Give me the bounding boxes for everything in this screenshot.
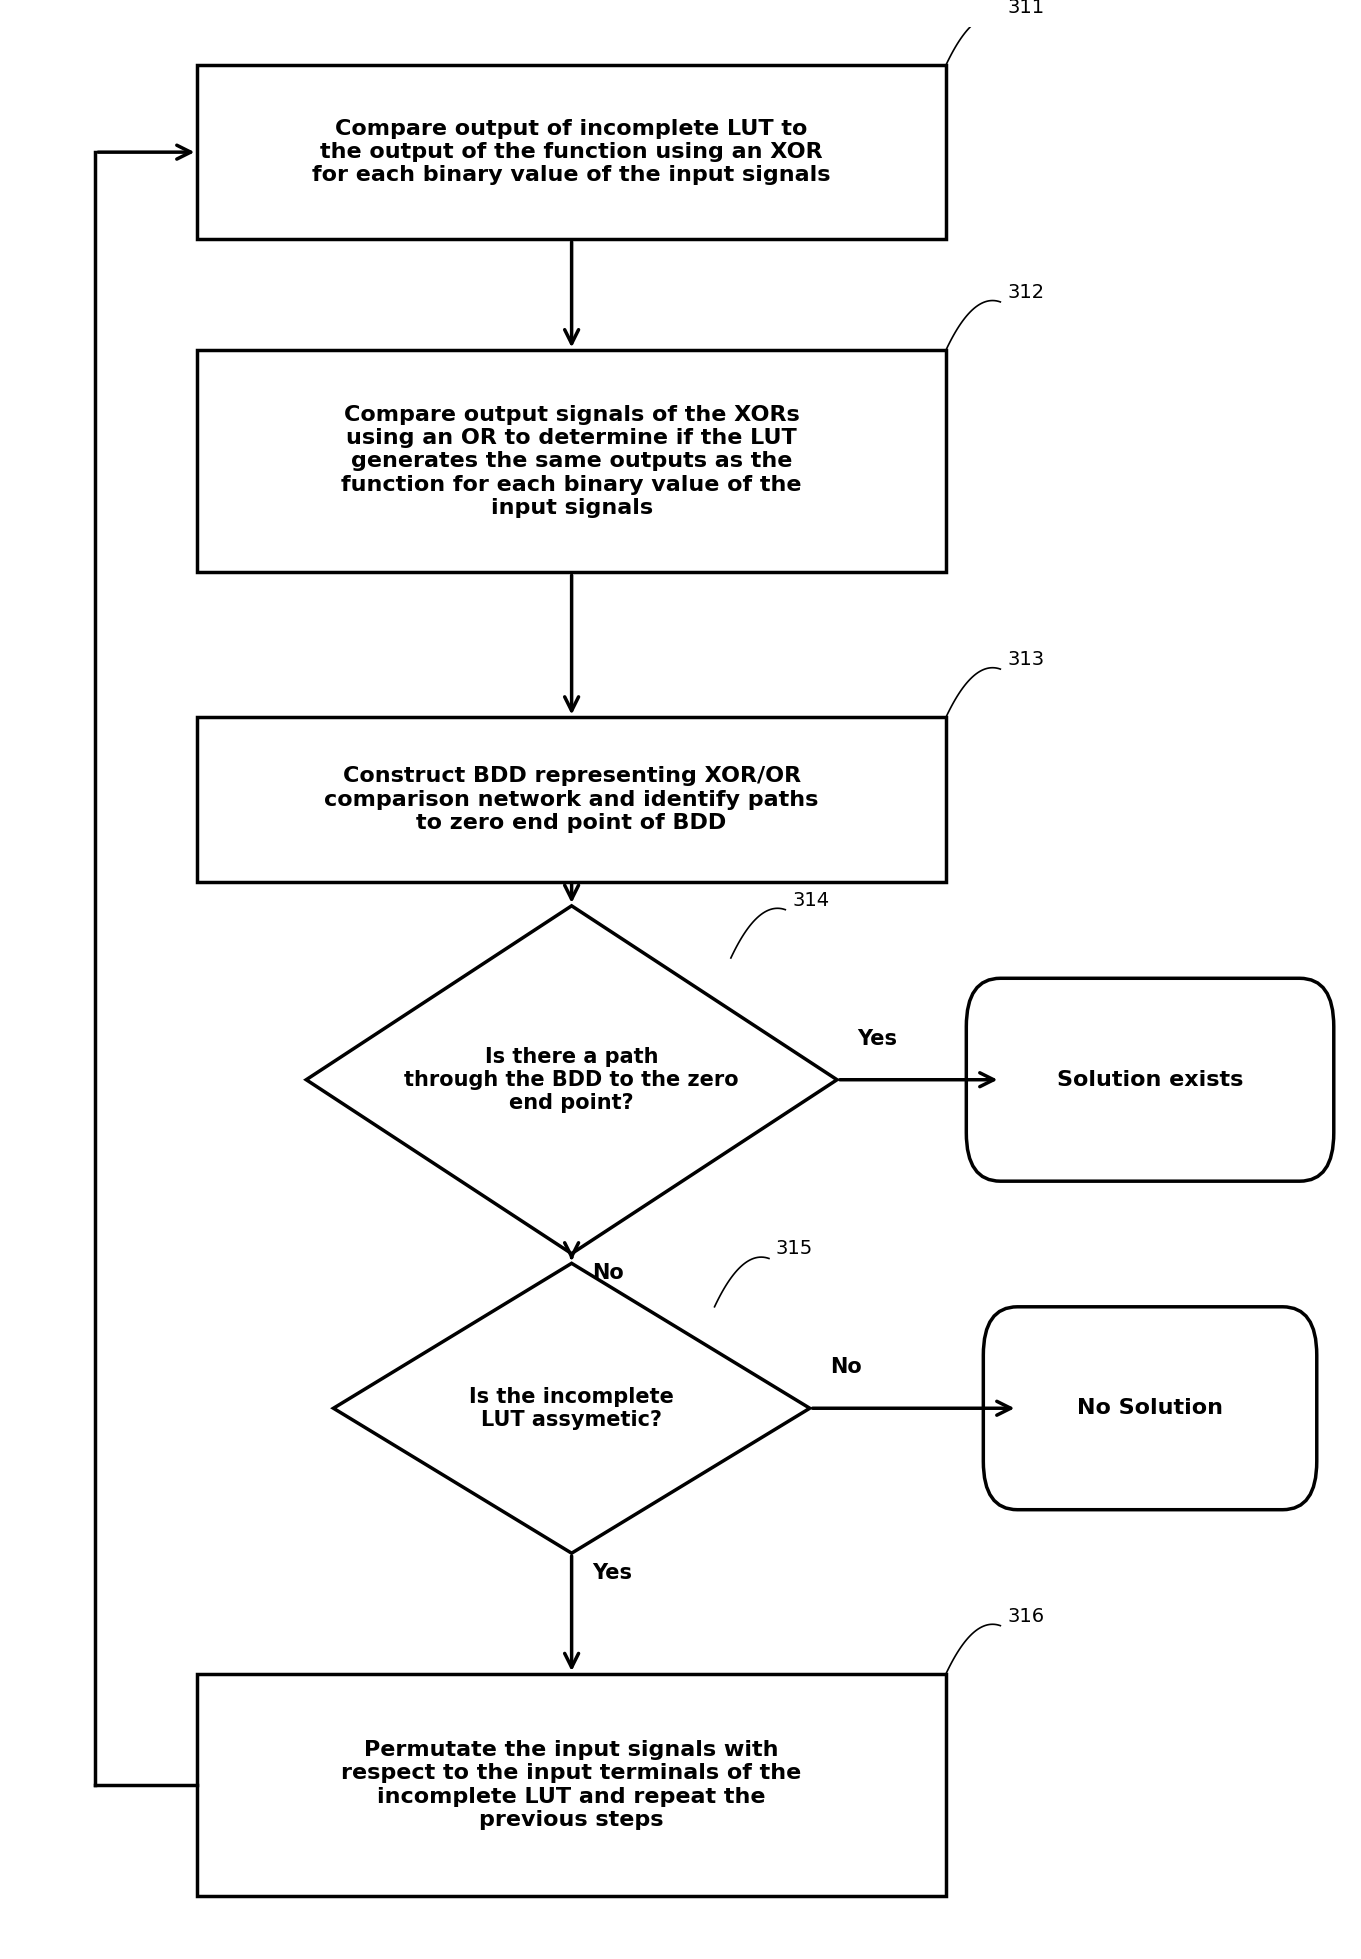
FancyBboxPatch shape <box>197 65 946 239</box>
Text: No: No <box>830 1358 862 1377</box>
Text: 315: 315 <box>776 1240 813 1258</box>
Text: Yes: Yes <box>857 1028 897 1048</box>
Polygon shape <box>333 1264 810 1553</box>
Text: Is there a path
through the BDD to the zero
end point?: Is there a path through the BDD to the z… <box>404 1046 739 1113</box>
Text: Compare output of incomplete LUT to
the output of the function using an XOR
for : Compare output of incomplete LUT to the … <box>313 119 830 186</box>
Text: Permutate the input signals with
respect to the input terminals of the
incomplet: Permutate the input signals with respect… <box>342 1740 802 1830</box>
Text: 312: 312 <box>1007 282 1044 302</box>
Text: Construct BDD representing XOR/OR
comparison network and identify paths
to zero : Construct BDD representing XOR/OR compar… <box>324 766 819 833</box>
Text: No Solution: No Solution <box>1077 1399 1224 1418</box>
Text: Solution exists: Solution exists <box>1057 1070 1243 1089</box>
Text: 311: 311 <box>1007 0 1044 18</box>
Text: 314: 314 <box>792 891 829 909</box>
FancyBboxPatch shape <box>197 1673 946 1896</box>
FancyBboxPatch shape <box>197 717 946 882</box>
Text: Yes: Yes <box>592 1563 632 1583</box>
Polygon shape <box>306 905 837 1254</box>
Text: Is the incomplete
LUT assymetic?: Is the incomplete LUT assymetic? <box>470 1387 674 1430</box>
FancyBboxPatch shape <box>197 351 946 572</box>
FancyBboxPatch shape <box>983 1307 1316 1510</box>
Text: Compare output signals of the XORs
using an OR to determine if the LUT
generates: Compare output signals of the XORs using… <box>342 406 802 517</box>
Text: No: No <box>592 1264 623 1283</box>
Text: 316: 316 <box>1007 1606 1044 1626</box>
Text: 313: 313 <box>1007 650 1044 670</box>
FancyBboxPatch shape <box>966 978 1334 1181</box>
